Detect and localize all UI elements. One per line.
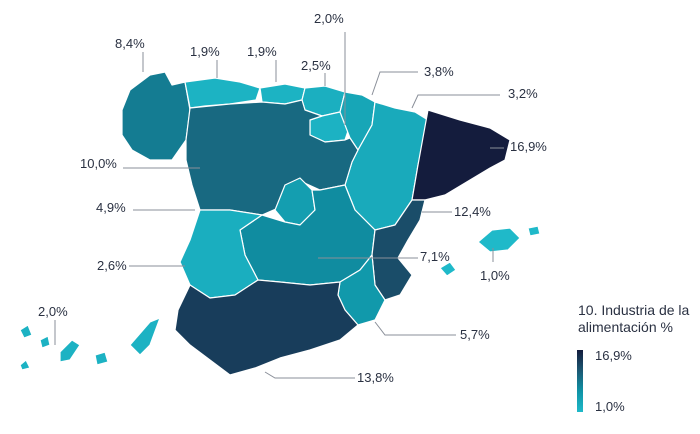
label-castilla-leon: 10,0% xyxy=(80,156,117,171)
label-extremadura: 2,6% xyxy=(97,258,127,273)
label-cataluna: 16,9% xyxy=(510,139,547,154)
label-navarra: 3,8% xyxy=(424,64,454,79)
region-baleares[interactable] xyxy=(439,225,541,277)
label-asturias: 1,9% xyxy=(190,44,220,59)
legend-color-scale xyxy=(577,350,583,412)
region-galicia[interactable] xyxy=(121,71,191,161)
label-madrid: 4,9% xyxy=(96,200,126,215)
label-canarias: 2,0% xyxy=(38,304,68,319)
region-andalucia[interactable] xyxy=(174,279,359,376)
label-andalucia: 13,8% xyxy=(357,370,394,385)
label-aragon: 3,2% xyxy=(508,86,538,101)
label-comunidad-valenciana: 12,4% xyxy=(454,204,491,219)
legend-max-label: 16,9% xyxy=(595,348,632,363)
label-galicia: 8,4% xyxy=(115,36,145,51)
label-pais-vasco: 2,5% xyxy=(301,58,331,73)
label-castilla-la-mancha: 7,1% xyxy=(420,249,450,264)
label-la-rioja: 2,0% xyxy=(314,11,344,26)
label-murcia: 5,7% xyxy=(460,327,490,342)
legend-title: 10. Industria de la alimentación % xyxy=(578,302,690,335)
region-cataluna[interactable] xyxy=(411,109,511,201)
region-canarias[interactable] xyxy=(19,317,161,371)
legend-min-label: 1,0% xyxy=(595,399,625,414)
label-baleares: 1,0% xyxy=(480,268,510,283)
label-cantabria: 1,9% xyxy=(247,44,277,59)
